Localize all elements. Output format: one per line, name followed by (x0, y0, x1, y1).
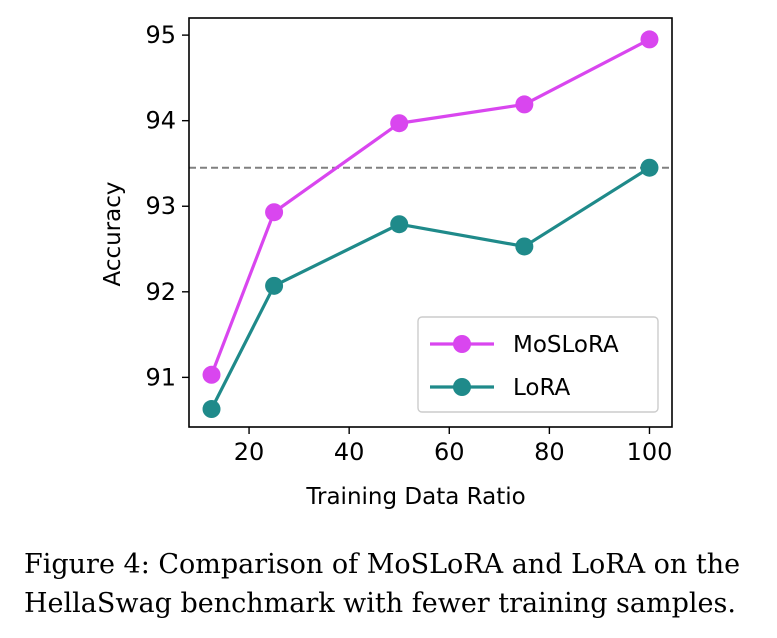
x-tick-label-1: 40 (334, 438, 365, 466)
data-point-0-0 (202, 365, 221, 384)
x-tick-label-4: 100 (627, 438, 673, 466)
legend-label-1: LoRA (513, 375, 571, 401)
data-point-1-0 (202, 400, 221, 419)
x-tick-label-2: 60 (434, 438, 465, 466)
y-tick-label-1: 92 (145, 278, 176, 306)
legend-marker-1 (453, 378, 471, 396)
data-point-0-4 (640, 30, 659, 49)
x-tick-label-3: 80 (534, 438, 565, 466)
data-point-1-4 (640, 158, 659, 177)
figure-caption: Figure 4: Comparison of MoSLoRA and LoRA… (24, 549, 741, 619)
y-tick-label-3: 94 (145, 107, 176, 135)
line-chart: 20 40 60 80 100 91 92 93 94 95 MoSLoRA LoRA Trainin… (100, 17, 673, 510)
data-point-1-1 (265, 276, 284, 295)
plot-area: 20 40 60 80 100 91 92 93 94 95 MoSLoRA LoRA (145, 17, 673, 466)
x-axis-label: Training Data Ratio (305, 484, 525, 510)
data-point-0-2 (390, 114, 409, 133)
legend-label-0: MoSLoRA (513, 332, 619, 358)
axes-frame (188, 17, 673, 428)
y-tick-label-0: 91 (145, 363, 176, 391)
y-tick-label-4: 95 (145, 21, 176, 49)
legend-marker-0 (453, 335, 471, 353)
y-tick-label-2: 93 (145, 192, 176, 220)
data-point-1-2 (390, 215, 409, 234)
data-point-0-1 (265, 203, 284, 222)
y-axis-label: Accuracy (100, 181, 126, 286)
data-point-0-3 (515, 95, 534, 114)
x-tick-label-0: 20 (234, 438, 265, 466)
data-point-1-3 (515, 237, 534, 256)
